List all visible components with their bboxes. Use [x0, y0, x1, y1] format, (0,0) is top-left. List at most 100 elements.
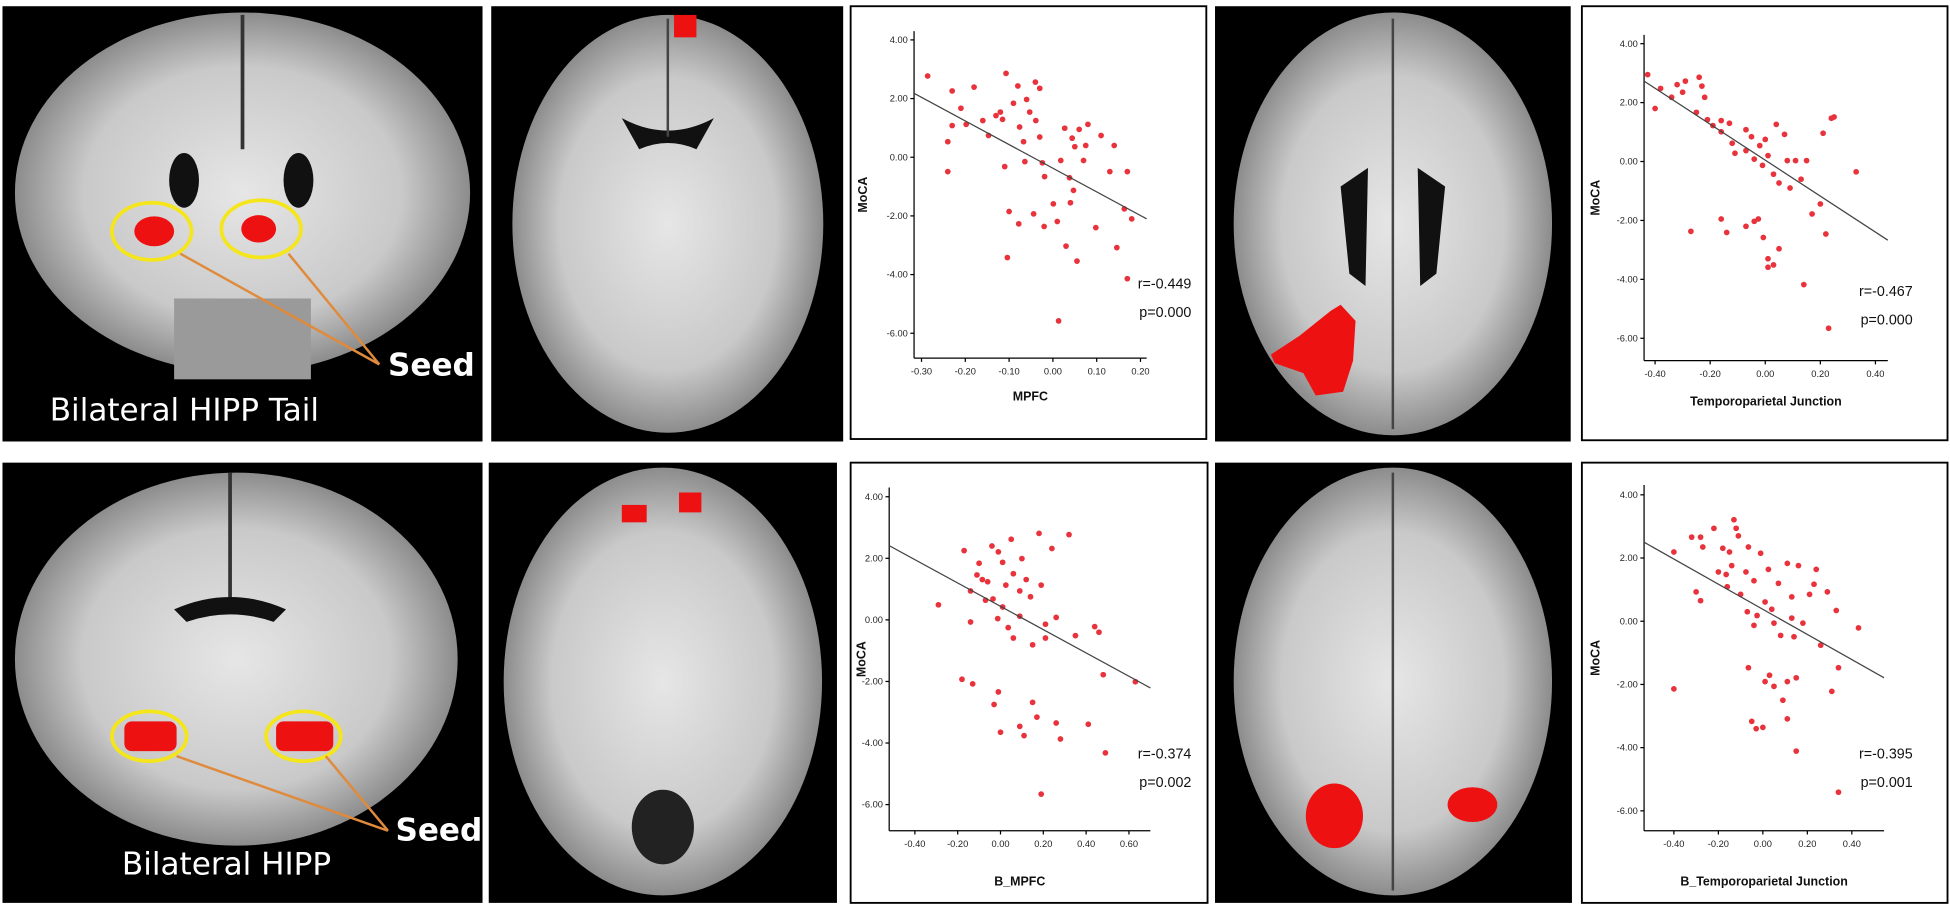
x-axis-label: B_Temporoparietal Junction — [1680, 874, 1848, 888]
point — [997, 109, 1004, 115]
point — [1775, 580, 1782, 587]
cluster — [679, 492, 702, 513]
point — [1755, 216, 1762, 222]
point — [971, 84, 977, 90]
trend-line — [1643, 541, 1885, 679]
point — [1098, 132, 1104, 139]
point — [1784, 157, 1791, 164]
y-tick-label: 4.00 — [1620, 39, 1638, 49]
seed-region — [124, 721, 177, 752]
point — [1001, 163, 1008, 170]
point — [1795, 562, 1802, 569]
point — [1788, 594, 1795, 600]
brain-panel-axial — [488, 462, 837, 903]
y-tick-label: 2.00 — [865, 553, 883, 563]
point — [1777, 632, 1784, 639]
point — [967, 619, 974, 625]
point — [1765, 566, 1772, 573]
point — [995, 548, 1002, 555]
annotation: r=-0.374 — [1138, 747, 1192, 763]
point — [1822, 231, 1829, 237]
ventricle — [169, 152, 199, 208]
point — [1002, 582, 1009, 588]
point — [1765, 152, 1771, 159]
y-tick-label: 0.00 — [890, 152, 908, 162]
point — [1657, 85, 1664, 92]
point — [1038, 582, 1045, 588]
point — [1723, 229, 1730, 236]
seed-circle — [264, 709, 343, 763]
point — [1855, 625, 1862, 631]
cistern — [631, 789, 694, 865]
seed-pointer — [176, 754, 389, 832]
point — [990, 596, 996, 602]
point — [1835, 789, 1842, 796]
brain — [503, 467, 823, 896]
point — [1788, 615, 1795, 621]
point — [1128, 215, 1135, 222]
point — [999, 559, 1006, 566]
y-tick-label: -4.00 — [862, 738, 883, 748]
point — [1106, 168, 1113, 175]
y-tick-label: 0.00 — [1620, 616, 1638, 626]
y-tick-label: -2.00 — [887, 211, 908, 221]
point — [1682, 78, 1689, 84]
point — [1745, 544, 1752, 550]
point — [1792, 157, 1799, 164]
point — [1010, 100, 1017, 107]
point — [1066, 531, 1072, 538]
point — [1008, 536, 1015, 543]
point — [1726, 549, 1733, 555]
point — [1751, 577, 1757, 584]
point — [1699, 83, 1705, 89]
point — [1735, 533, 1742, 539]
point — [1010, 635, 1017, 641]
x-tick-label: -0.20 — [947, 839, 968, 849]
brain — [14, 472, 458, 846]
ventricle — [1417, 167, 1446, 287]
point — [959, 676, 965, 683]
point — [1688, 228, 1694, 235]
x-tick-label: 0.00 — [1044, 366, 1062, 376]
point — [1701, 94, 1708, 101]
point — [1021, 732, 1027, 739]
y-tick-label: -6.00 — [1617, 333, 1638, 343]
point — [1765, 255, 1771, 262]
x-tick-label: 0.40 — [1077, 839, 1095, 849]
point — [1688, 534, 1695, 541]
point — [1793, 674, 1800, 681]
x-tick-label: -0.20 — [1708, 839, 1729, 849]
y-tick-label: 0.00 — [1620, 157, 1638, 167]
y-tick-label: -2.00 — [1617, 216, 1638, 226]
point — [1674, 81, 1680, 88]
point — [1776, 245, 1782, 252]
brainstem — [174, 298, 311, 380]
point — [1019, 555, 1025, 562]
point — [1124, 275, 1131, 282]
point — [1784, 678, 1791, 685]
point — [1069, 135, 1076, 142]
point — [961, 547, 967, 554]
point — [1054, 218, 1061, 225]
cluster — [674, 14, 697, 38]
point — [963, 121, 970, 128]
point — [1771, 620, 1777, 626]
seed-pointer — [287, 252, 381, 366]
point — [1754, 612, 1760, 619]
point — [1091, 623, 1098, 630]
point — [1057, 157, 1064, 164]
point — [949, 122, 956, 129]
y-tick-label: 4.00 — [1620, 490, 1638, 500]
plot-frame — [849, 5, 1208, 440]
point — [1036, 134, 1043, 140]
point — [1693, 588, 1699, 595]
point — [1041, 223, 1047, 230]
x-tick-label: -0.30 — [911, 366, 932, 376]
seed-label: Seed — [395, 813, 482, 849]
point — [1032, 117, 1039, 124]
point — [1026, 109, 1033, 115]
point — [1771, 683, 1777, 690]
point — [1029, 699, 1036, 706]
point — [979, 117, 986, 124]
